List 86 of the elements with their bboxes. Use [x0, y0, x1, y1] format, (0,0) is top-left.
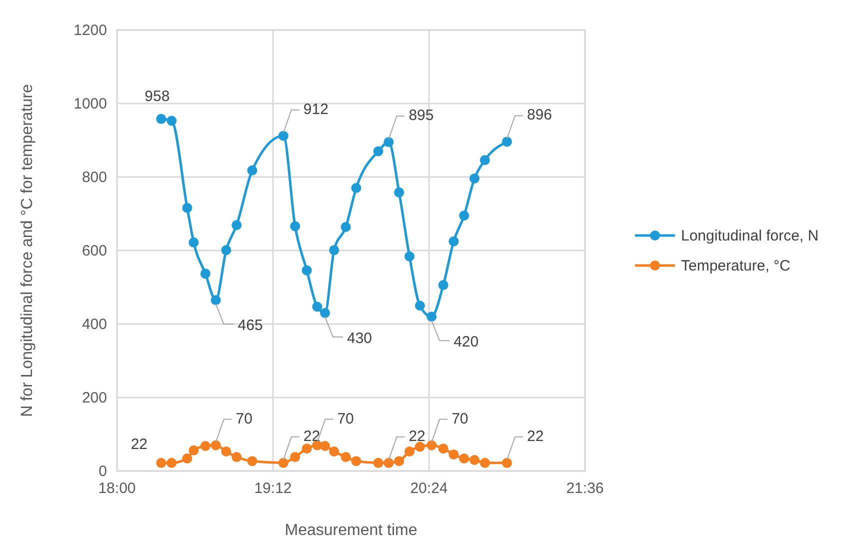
point — [502, 136, 512, 147]
point — [394, 187, 404, 198]
point — [221, 245, 232, 256]
x-tick-label: 18:00 — [98, 480, 136, 497]
point — [340, 222, 351, 232]
data-label: 958 — [144, 88, 170, 105]
data-label: 22 — [408, 428, 426, 445]
point — [278, 130, 288, 141]
data-label: 465 — [238, 317, 263, 334]
point — [329, 245, 340, 256]
point — [373, 146, 384, 156]
point — [340, 452, 351, 462]
point — [351, 456, 362, 466]
point — [448, 236, 459, 246]
point — [290, 221, 300, 232]
data-label: 896 — [527, 106, 552, 124]
point — [394, 456, 404, 466]
point — [182, 202, 192, 213]
data-label: 912 — [303, 100, 328, 118]
x-tick-label: 19:12 — [254, 480, 292, 497]
data-label: 22 — [303, 428, 320, 445]
point — [247, 165, 258, 176]
data-label: 70 — [452, 410, 468, 428]
point — [232, 220, 242, 230]
point — [247, 456, 258, 466]
point — [156, 114, 166, 124]
point — [302, 444, 312, 454]
y-axis-title: N for Longitudinal force and °C for temperature — [19, 84, 36, 417]
point — [351, 183, 362, 194]
point — [470, 454, 480, 465]
point — [166, 458, 177, 468]
data-label: 430 — [347, 330, 372, 347]
y-tick-label: 800 — [82, 169, 107, 186]
point — [278, 458, 288, 468]
point — [188, 237, 199, 248]
point — [459, 454, 470, 464]
data-label: 70 — [337, 410, 354, 428]
point — [232, 452, 242, 462]
point — [200, 268, 210, 279]
y-tick-label: 1000 — [74, 96, 107, 112]
point — [182, 454, 192, 464]
point — [320, 308, 330, 318]
point — [480, 458, 490, 468]
point — [414, 300, 425, 311]
point — [166, 116, 177, 126]
legend-label: Temperature, °C — [681, 258, 791, 274]
legend-label: Longitudinal force, N — [681, 228, 819, 244]
point — [384, 137, 394, 148]
data-label: 895 — [408, 107, 434, 124]
data-label: 22 — [527, 428, 544, 445]
point — [384, 458, 394, 468]
point — [312, 302, 322, 312]
point — [470, 173, 480, 184]
y-tick-label: 400 — [82, 316, 107, 333]
point — [438, 444, 448, 454]
point — [290, 452, 300, 462]
y-tick-label: 0 — [98, 463, 107, 480]
point — [210, 440, 221, 450]
point — [373, 458, 384, 468]
point — [221, 446, 232, 457]
point — [210, 295, 221, 306]
point — [404, 251, 414, 262]
y-tick-label: 600 — [82, 242, 107, 260]
point — [414, 442, 425, 452]
point — [320, 441, 330, 452]
point — [329, 446, 340, 457]
point — [200, 441, 210, 452]
point — [438, 280, 448, 290]
point — [448, 449, 459, 460]
y-tick-label: 200 — [82, 390, 107, 406]
point — [426, 440, 437, 450]
point — [188, 445, 199, 456]
point — [459, 210, 470, 221]
data-label: 70 — [236, 410, 252, 428]
data-label: 22 — [130, 436, 148, 453]
point — [502, 458, 512, 468]
point — [302, 265, 312, 276]
y-tick-label: 1200 — [74, 22, 107, 39]
x-axis-title: Measurement time — [284, 522, 418, 539]
point — [480, 155, 490, 166]
point — [426, 312, 437, 322]
point — [404, 446, 414, 457]
x-tick-label: 20:24 — [410, 480, 448, 497]
data-label: 420 — [454, 334, 479, 351]
point — [156, 458, 166, 468]
x-tick-label: 21:36 — [566, 480, 604, 497]
